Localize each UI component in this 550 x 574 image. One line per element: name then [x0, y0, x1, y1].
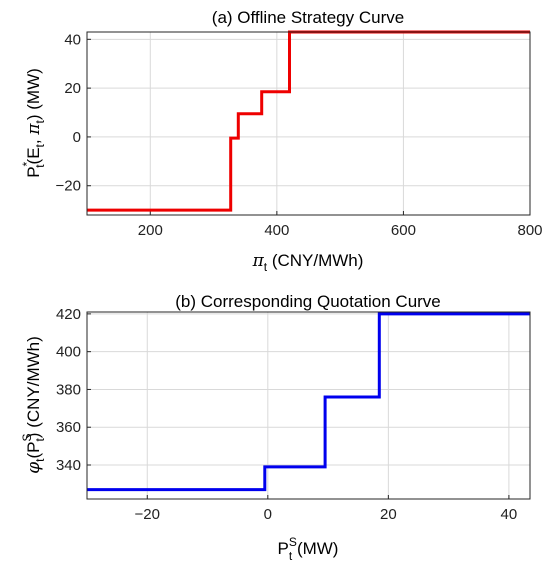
y-tick-label: 400	[56, 344, 81, 361]
x-tick-label: 600	[391, 222, 416, 239]
panel-b-frame	[86, 311, 531, 500]
panel-a-series-line	[87, 30, 530, 212]
y-tick-label: 340	[56, 457, 81, 474]
y-tick-label: 360	[56, 419, 81, 436]
panel-a-frame	[86, 31, 531, 216]
panel-a-grid	[87, 32, 531, 215]
panel-a-x-ticks: 200 400 600 800	[138, 211, 543, 239]
panel-a-x-label: πt (CNY/MWh)	[252, 251, 364, 274]
x-tick-label: 200	[138, 222, 163, 239]
x-tick-label: 800	[517, 222, 542, 239]
panel-b-y-label: φt(PSt) (CNY/MWh)	[20, 336, 47, 474]
x-tick-label: 0	[264, 506, 272, 523]
panel-b-x-ticks: −20 0 20 40	[135, 495, 518, 523]
y-tick-label: −20	[56, 178, 81, 195]
y-tick-label: 40	[64, 31, 81, 48]
panel-a-y-label: P*t(Et, πt) (MW)	[20, 68, 47, 178]
y-tick-label: 0	[73, 129, 81, 146]
x-tick-label: 400	[264, 222, 289, 239]
x-tick-label: −20	[135, 506, 160, 523]
y-tick-label: 20	[64, 80, 81, 97]
panel-a: (a) Offline Strategy Curve 200 400 600 800 …	[20, 8, 543, 274]
panel-b-series-line	[87, 312, 530, 492]
panel-b-grid	[87, 312, 530, 499]
x-tick-label: 20	[380, 506, 397, 523]
panel-b: (b) Corresponding Quotation Curve −20 0 20…	[20, 292, 531, 563]
y-tick-label: 420	[56, 306, 81, 323]
y-tick-label: 380	[56, 381, 81, 398]
panel-b-y-ticks: 340 360 380 400 420	[56, 306, 91, 474]
x-tick-label: 40	[501, 506, 518, 523]
panel-b-x-label: PS t (MW)	[278, 535, 339, 563]
panel-a-title: (a) Offline Strategy Curve	[212, 8, 404, 27]
panel-b-title: (b) Corresponding Quotation Curve	[175, 292, 441, 311]
panel-a-y-ticks: −20 0 20 40	[56, 31, 91, 195]
